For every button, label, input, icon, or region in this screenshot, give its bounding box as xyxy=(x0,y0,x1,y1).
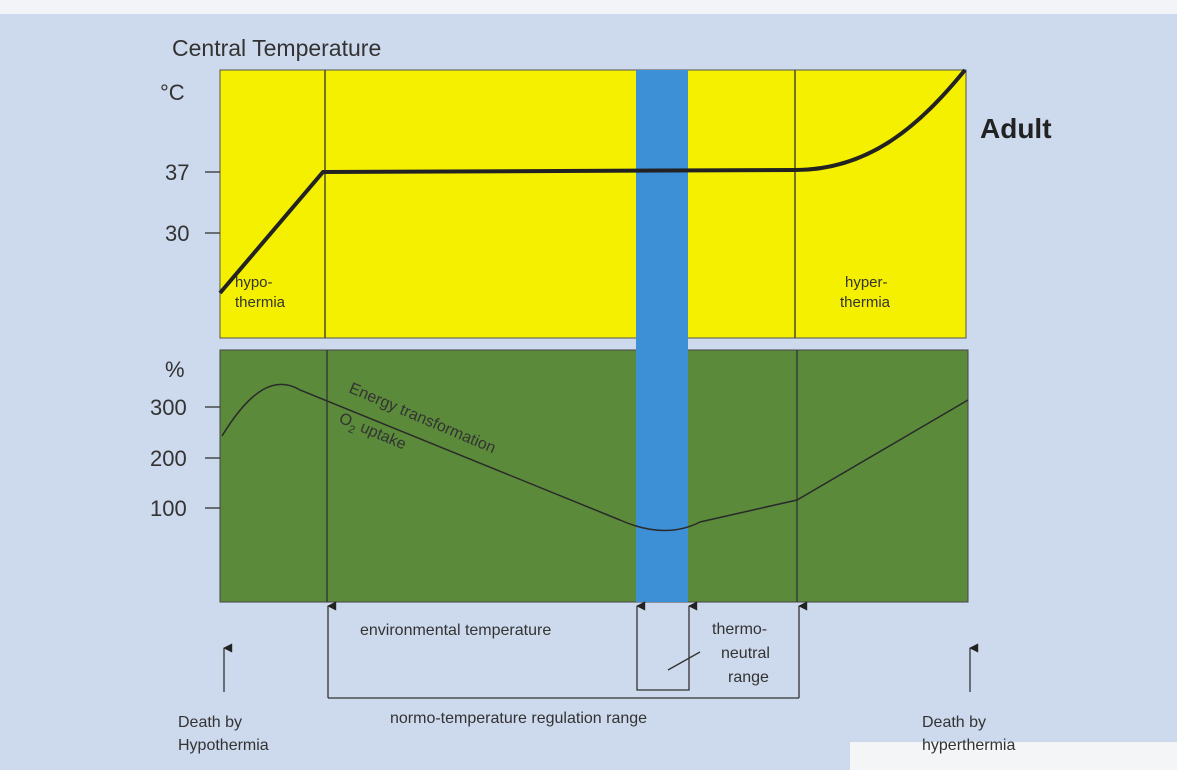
range-label: neutral xyxy=(721,645,770,662)
zone-label: hypo- xyxy=(235,274,273,291)
energy-curve xyxy=(221,383,969,532)
tick: 300 xyxy=(150,395,187,420)
title: Central Temperature xyxy=(172,35,381,61)
temperature-curve xyxy=(218,68,967,295)
corner-patch xyxy=(850,742,1177,770)
upper-panel xyxy=(219,69,967,339)
top-strip xyxy=(0,0,1177,14)
tick: 100 xyxy=(150,496,187,521)
death-label: Death by xyxy=(922,714,986,731)
range-label: thermo- xyxy=(712,621,767,638)
guides xyxy=(205,70,979,699)
subscript: 2 xyxy=(346,423,356,436)
axis-label: environmental temperature xyxy=(360,622,551,639)
death-label: hyperthermia xyxy=(922,737,1015,754)
death-label: Hypothermia xyxy=(178,737,269,754)
tick: 200 xyxy=(150,446,187,471)
range-label: normo-temperature regulation range xyxy=(390,710,647,727)
tick: 37 xyxy=(165,160,189,185)
thermoneutral-band xyxy=(636,70,688,602)
label: Adult xyxy=(980,113,1052,144)
range-label: range xyxy=(728,669,769,686)
zone-label: hyper- xyxy=(845,274,888,291)
lower-panel xyxy=(219,349,969,603)
unit: °C xyxy=(160,80,185,105)
curve-label-part: O xyxy=(336,410,354,431)
zone-label: thermia xyxy=(235,294,286,311)
tick: 30 xyxy=(165,221,189,246)
zone-label: thermia xyxy=(840,294,891,311)
unit: % xyxy=(165,357,185,382)
death-label: Death by xyxy=(178,714,242,731)
